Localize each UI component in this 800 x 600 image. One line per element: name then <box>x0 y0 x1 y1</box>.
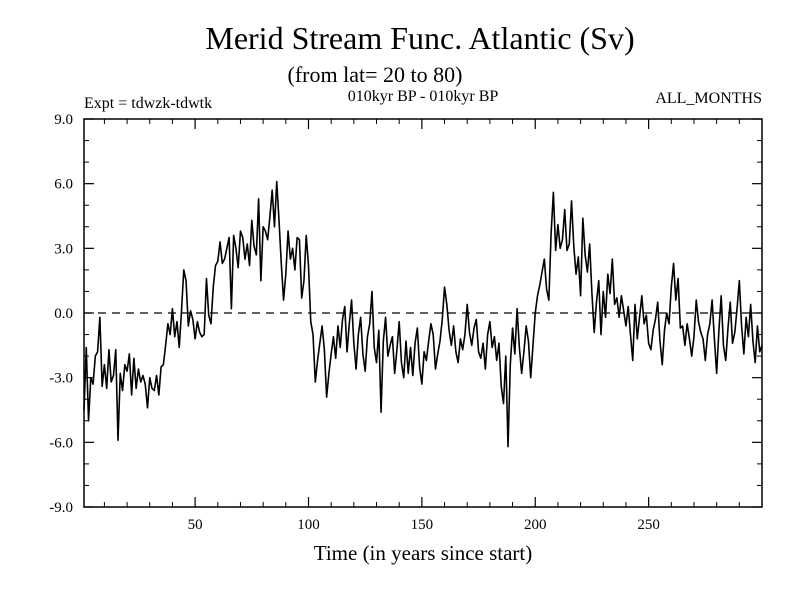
x-tick-label: 50 <box>188 517 203 533</box>
x-axis-label: Time (in years since start) <box>314 541 533 565</box>
y-tick-label: -6.0 <box>49 435 73 451</box>
y-tick-label: 3.0 <box>54 241 73 257</box>
experiment-label: Expt = tdwzk-tdwtk <box>84 95 212 112</box>
x-tick-label: 150 <box>411 517 434 533</box>
y-tick-label: 6.0 <box>54 177 73 193</box>
x-tick-label: 100 <box>297 517 320 533</box>
period-label: 010kyr BP - 010kyr BP <box>348 88 499 105</box>
y-tick-label: -3.0 <box>49 371 73 387</box>
y-axis: -9.0 -6.0 -3.0 0.0 3.0 6.0 9.0 <box>49 112 762 516</box>
plot-frame <box>83 118 763 508</box>
series-line <box>83 180 763 448</box>
chart-title: Merid Stream Func. Atlantic (Sv) <box>205 20 634 56</box>
x-axis: 50 100 150 200 250 <box>103 119 740 533</box>
y-tick-label: 0.0 <box>54 306 73 322</box>
months-label: ALL_MONTHS <box>655 90 762 107</box>
x-tick-label: 200 <box>524 517 547 533</box>
chart-subtitle: (from lat= 20 to 80) <box>288 62 463 87</box>
y-tick-label: -9.0 <box>49 500 73 516</box>
x-tick-label: 250 <box>637 517 660 533</box>
y-tick-label: 9.0 <box>54 112 73 128</box>
